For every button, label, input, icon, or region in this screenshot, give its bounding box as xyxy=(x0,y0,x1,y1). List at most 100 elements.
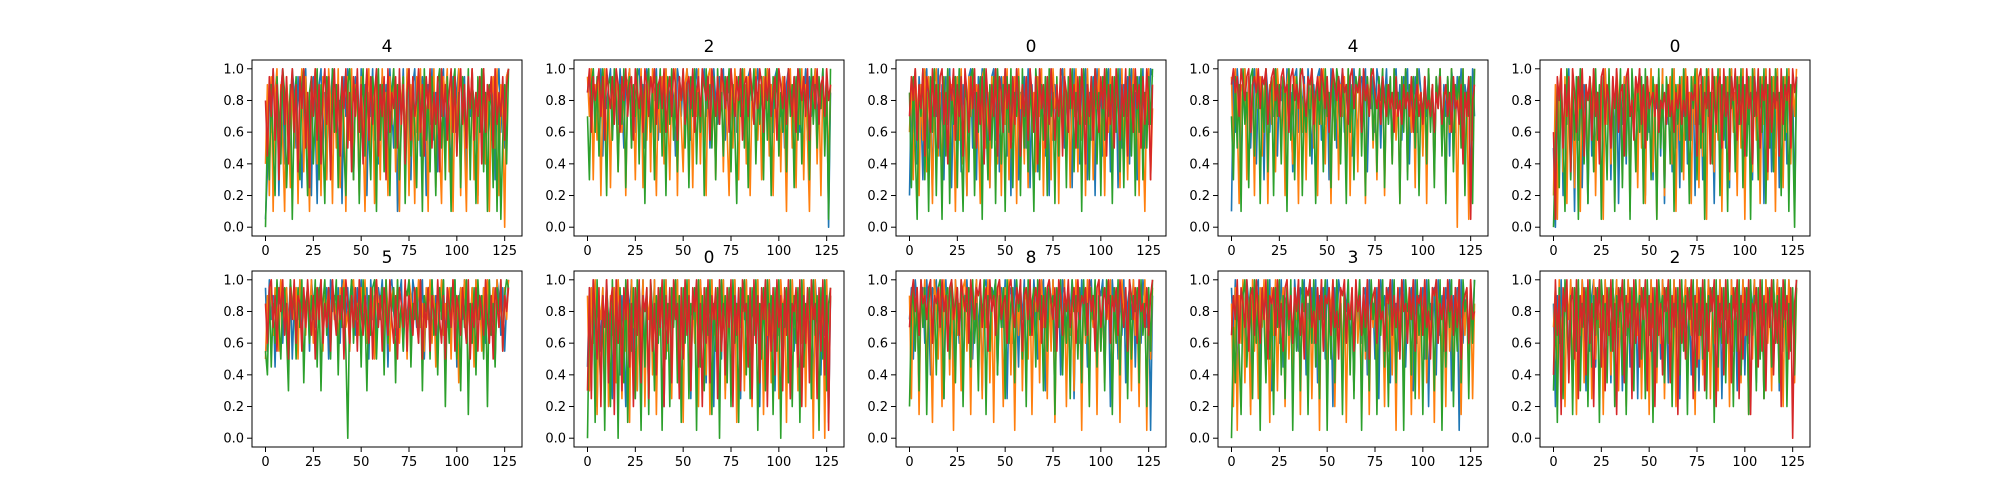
y-tick-label: 0.2 xyxy=(1189,189,1210,204)
series-line-4 xyxy=(908,68,1154,181)
x-tick-label: 25 xyxy=(305,455,322,470)
y-tick-label: 0.6 xyxy=(1189,126,1210,141)
y-tick-label: 0.4 xyxy=(223,157,244,172)
axes-frame xyxy=(1539,59,1811,237)
x-tick-label: 100 xyxy=(1088,244,1113,259)
x-tick-label: 0 xyxy=(261,455,269,470)
series-line-4 xyxy=(264,278,510,360)
x-tick-label: 100 xyxy=(1732,244,1757,259)
y-tick-label: 0.2 xyxy=(545,189,566,204)
x-tick-label: 50 xyxy=(1641,244,1658,259)
y-tick-label: 0.0 xyxy=(1511,432,1532,447)
series-line-4 xyxy=(1230,278,1476,360)
x-tick-label: 0 xyxy=(905,455,913,470)
y-tick-label: 0.6 xyxy=(1511,126,1532,141)
x-tick-label: 25 xyxy=(1593,244,1610,259)
subplot-4: 4 0 25 50 75 100 125 0.0 0.2 0.4 0.6 0.8 1.0 xyxy=(1189,37,1489,259)
y-tick-label: 1.0 xyxy=(545,273,566,288)
y-tick-label: 0.8 xyxy=(1189,94,1210,109)
subplot-title: 4 xyxy=(1348,37,1359,57)
axes-frame xyxy=(895,59,1167,237)
y-tick-label: 0.2 xyxy=(1511,189,1532,204)
y-tick-label: 0.6 xyxy=(223,337,244,352)
y-tick-label: 0.4 xyxy=(1511,157,1532,172)
y-tick-label: 1.0 xyxy=(223,62,244,77)
x-tick-label: 75 xyxy=(1367,455,1384,470)
x-tick-label: 125 xyxy=(1458,455,1483,470)
subplot-title: 4 xyxy=(382,37,393,57)
x-tick-label: 25 xyxy=(1593,455,1610,470)
series-line-4 xyxy=(586,278,832,432)
y-tick-label: 0.4 xyxy=(1189,368,1210,383)
x-tick-label: 50 xyxy=(353,455,370,470)
x-tick-label: 50 xyxy=(1319,455,1336,470)
y-tick-label: 0.8 xyxy=(1511,94,1532,109)
axes-frame xyxy=(1217,59,1489,237)
x-tick-label: 125 xyxy=(1136,244,1161,259)
series-line-3 xyxy=(908,68,1154,221)
x-tick-label: 25 xyxy=(1271,244,1288,259)
x-tick-label: 25 xyxy=(1271,455,1288,470)
x-tick-label: 125 xyxy=(1458,244,1483,259)
y-tick-label: 0.2 xyxy=(1511,400,1532,415)
y-tick-label: 0.8 xyxy=(867,305,888,320)
y-tick-label: 0.4 xyxy=(1189,157,1210,172)
y-tick-label: 0.8 xyxy=(1189,305,1210,320)
x-tick-label: 0 xyxy=(583,455,591,470)
y-tick-label: 0.6 xyxy=(1189,337,1210,352)
y-tick-label: 1.0 xyxy=(545,62,566,77)
subplot-title: 2 xyxy=(1670,248,1681,268)
subplot-5: 0 0 25 50 75 100 125 0.0 0.2 0.4 0.6 0.8 1.0 xyxy=(1511,37,1811,259)
x-tick-label: 25 xyxy=(627,455,644,470)
axes-frame xyxy=(895,270,1167,448)
subplot-title: 5 xyxy=(382,248,393,268)
subplot-8: 8 0 25 50 75 100 125 0.0 0.2 0.4 0.6 0.8 1.0 xyxy=(867,248,1167,470)
y-tick-label: 0.8 xyxy=(545,305,566,320)
x-tick-label: 100 xyxy=(444,455,469,470)
x-tick-label: 100 xyxy=(766,455,791,470)
x-tick-label: 50 xyxy=(1319,244,1336,259)
subplot-1: 4 0 25 50 75 100 125 0.0 0.2 0.4 0.6 0.8 1.0 xyxy=(223,37,523,259)
y-tick-label: 0.4 xyxy=(545,157,566,172)
series-line-4 xyxy=(1552,68,1798,221)
y-tick-label: 0.4 xyxy=(223,368,244,383)
x-tick-label: 125 xyxy=(814,455,839,470)
y-tick-label: 0.0 xyxy=(1511,221,1532,236)
series-line-4 xyxy=(586,68,832,141)
subplot-2: 2 0 25 50 75 100 125 0.0 0.2 0.4 0.6 0.8 1.0 xyxy=(545,37,845,259)
x-tick-label: 75 xyxy=(723,455,740,470)
x-tick-label: 25 xyxy=(627,244,644,259)
y-tick-label: 0.8 xyxy=(545,94,566,109)
y-tick-label: 1.0 xyxy=(1189,273,1210,288)
series-line-4 xyxy=(908,278,1154,352)
axes-frame xyxy=(573,270,845,448)
y-tick-label: 0.0 xyxy=(545,221,566,236)
y-tick-label: 0.6 xyxy=(867,337,888,352)
y-tick-label: 0.6 xyxy=(1511,337,1532,352)
x-tick-label: 125 xyxy=(492,455,517,470)
series-line-4 xyxy=(1552,278,1798,440)
subplot-7: 0 0 25 50 75 100 125 0.0 0.2 0.4 0.6 0.8 1.0 xyxy=(545,248,845,470)
subplot-3: 0 0 25 50 75 100 125 0.0 0.2 0.4 0.6 0.8 1.0 xyxy=(867,37,1167,259)
x-tick-label: 75 xyxy=(401,244,418,259)
subplot-title: 8 xyxy=(1026,248,1037,268)
x-tick-label: 50 xyxy=(675,455,692,470)
axes-frame xyxy=(251,59,523,237)
x-tick-label: 25 xyxy=(305,244,322,259)
x-tick-label: 0 xyxy=(905,244,913,259)
subplot-10: 2 0 25 50 75 100 125 0.0 0.2 0.4 0.6 0.8 1.0 xyxy=(1511,248,1811,470)
y-tick-label: 0.0 xyxy=(867,432,888,447)
x-tick-label: 100 xyxy=(1732,455,1757,470)
y-tick-label: 0.2 xyxy=(223,189,244,204)
series-line-2 xyxy=(586,68,832,213)
x-tick-label: 75 xyxy=(1689,455,1706,470)
axes-frame xyxy=(573,59,845,237)
y-tick-label: 1.0 xyxy=(867,62,888,77)
y-tick-label: 0.4 xyxy=(867,368,888,383)
subplot-title: 3 xyxy=(1348,248,1359,268)
y-tick-label: 0.6 xyxy=(545,337,566,352)
x-tick-label: 125 xyxy=(492,244,517,259)
x-tick-label: 0 xyxy=(1227,455,1235,470)
